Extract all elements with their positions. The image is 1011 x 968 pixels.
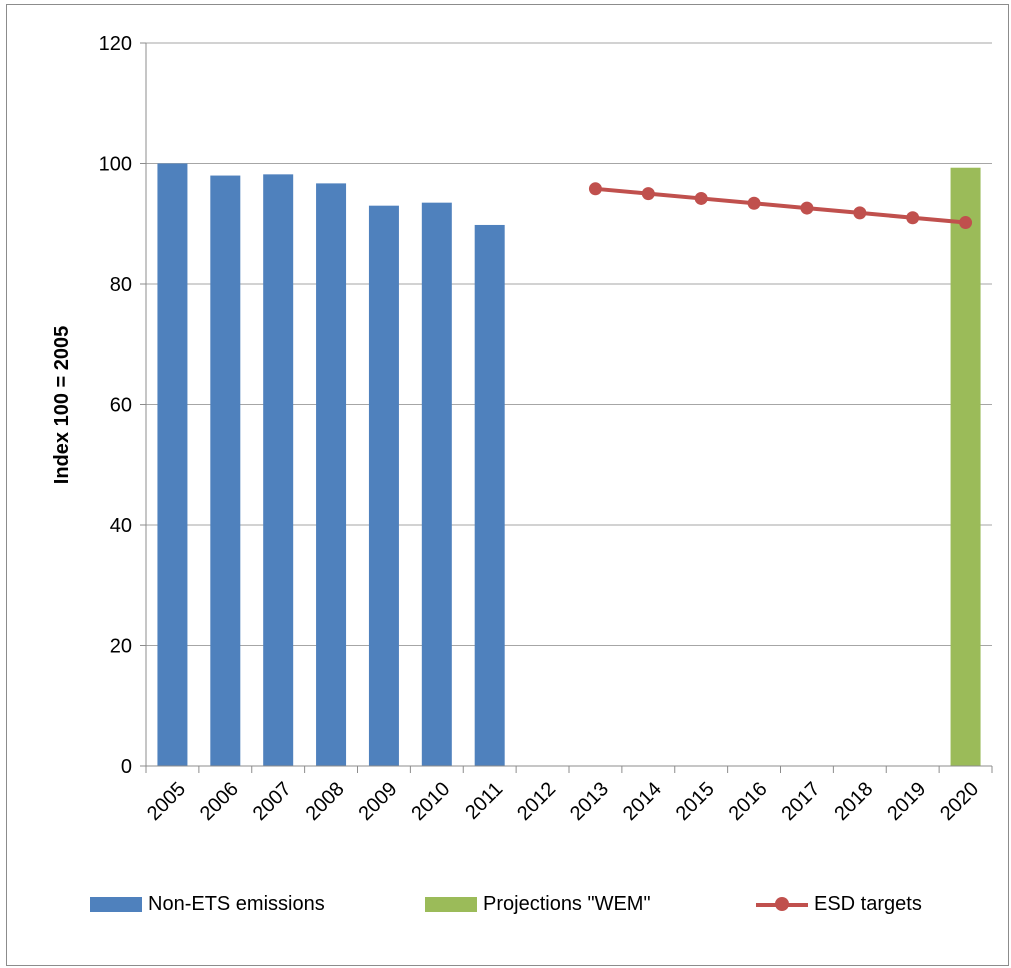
line-point (641, 187, 655, 201)
line-point (694, 191, 708, 205)
legend-label: Non-ETS emissions (148, 893, 325, 915)
legend-item-esd-targets: ESD targets (756, 893, 922, 916)
bar (210, 175, 241, 767)
legend-label: ESD targets (814, 893, 922, 915)
line-point (959, 216, 973, 230)
x-tick-label: 2013 (566, 778, 613, 825)
y-tick-label: 80 (110, 274, 132, 296)
legend-label: Projections "WEM" (483, 893, 651, 915)
y-tick-label: 60 (110, 395, 132, 417)
y-tick-label: 120 (99, 33, 132, 55)
bar (157, 163, 188, 766)
bar (263, 174, 294, 767)
y-axis-label: Index 100 = 2005 (51, 326, 73, 484)
line-point (800, 201, 814, 215)
bar (950, 167, 981, 766)
series-line (595, 186, 966, 225)
y-tick-label: 100 (99, 154, 132, 176)
bar (368, 205, 399, 767)
y-tick-label: 0 (121, 756, 132, 778)
bars (157, 163, 981, 767)
legend-swatch-green-icon (425, 897, 477, 912)
esd-target-line (588, 182, 973, 230)
x-tick-label: 2005 (143, 778, 190, 825)
x-tick-label: 2015 (672, 778, 719, 825)
x-tick-label: 2016 (725, 778, 772, 825)
x-tick-label: 2017 (777, 778, 824, 825)
x-tick-label: 2020 (936, 778, 983, 825)
line-point (747, 196, 761, 210)
y-tick-label: 20 (110, 636, 132, 658)
x-tick-label: 2006 (196, 778, 243, 825)
legend: Non-ETS emissions Projections "WEM" ESD … (0, 893, 1011, 923)
x-tick-label: 2011 (461, 778, 507, 824)
bar (421, 202, 452, 767)
x-tick-label: 2018 (830, 778, 877, 825)
line-point (588, 182, 602, 196)
chart-frame (6, 4, 1009, 966)
x-tick-label: 2007 (249, 778, 296, 825)
axes (140, 42, 993, 773)
x-tick-label: 2009 (354, 778, 401, 825)
x-tick-label: 2019 (883, 778, 930, 825)
legend-item-projections: Projections "WEM" (425, 893, 651, 916)
y-tick-label: 40 (110, 515, 132, 537)
x-tick-label: 2012 (513, 778, 560, 825)
legend-swatch-line-marker-icon (756, 897, 808, 912)
x-tick-label: 2010 (407, 778, 454, 825)
bar (474, 224, 505, 766)
x-tick-label: 2014 (619, 778, 666, 825)
bar (316, 183, 347, 766)
line-point (853, 206, 867, 220)
x-tick-label: 2008 (302, 778, 349, 825)
line-point (906, 211, 920, 225)
legend-swatch-blue-icon (90, 897, 142, 912)
legend-item-non-ets: Non-ETS emissions (90, 893, 325, 916)
